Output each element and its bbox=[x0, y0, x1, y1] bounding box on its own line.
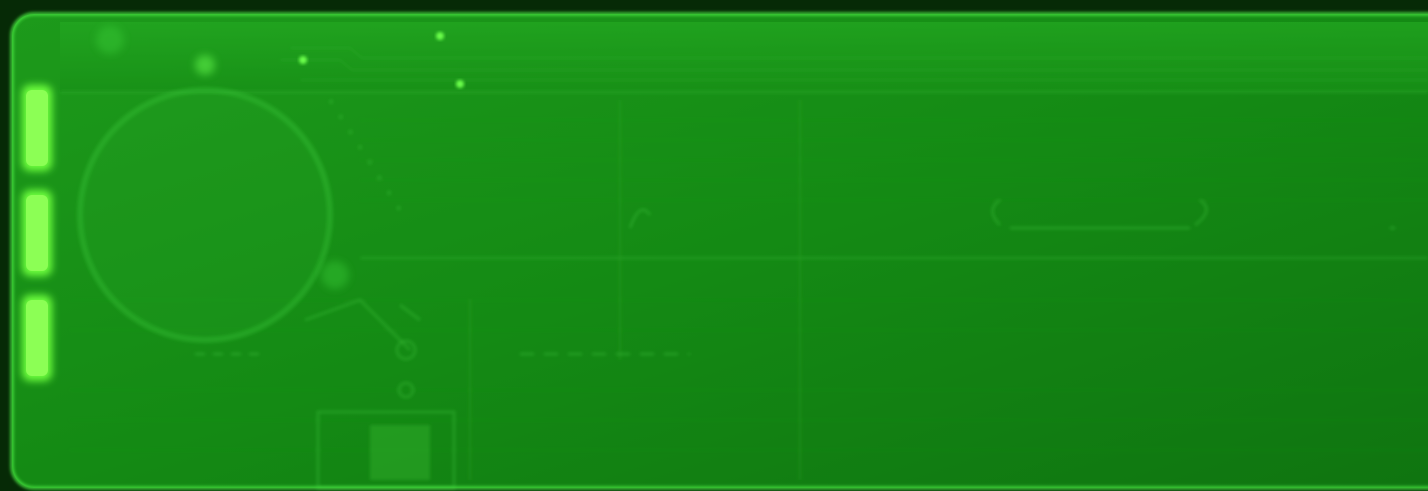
panel-border bbox=[10, 12, 1428, 490]
top-band bbox=[60, 22, 1428, 92]
grid-lines bbox=[70, 299, 1428, 451]
panel-body bbox=[12, 14, 1428, 488]
status-indicators bbox=[22, 85, 52, 381]
indicator bbox=[26, 300, 48, 376]
glow-spot bbox=[96, 26, 124, 54]
connector bbox=[628, 198, 1395, 230]
led bbox=[456, 80, 464, 88]
radar-ring bbox=[77, 87, 333, 343]
pad bbox=[395, 339, 417, 361]
chip-core bbox=[370, 425, 430, 480]
indicator bbox=[26, 90, 48, 166]
led bbox=[299, 56, 307, 64]
indicator bbox=[26, 195, 48, 271]
glow-spot bbox=[321, 261, 349, 289]
trace bbox=[280, 59, 1428, 71]
vertical-traces bbox=[468, 100, 802, 480]
pad bbox=[397, 381, 415, 399]
grid-lines bbox=[360, 119, 1428, 201]
circuit-traces bbox=[60, 47, 1428, 490]
trace bbox=[290, 47, 1428, 59]
trace bbox=[304, 298, 421, 352]
led bbox=[436, 32, 444, 40]
radar-marker bbox=[195, 55, 215, 75]
dotted-trace bbox=[328, 98, 402, 212]
radar bbox=[77, 26, 349, 343]
